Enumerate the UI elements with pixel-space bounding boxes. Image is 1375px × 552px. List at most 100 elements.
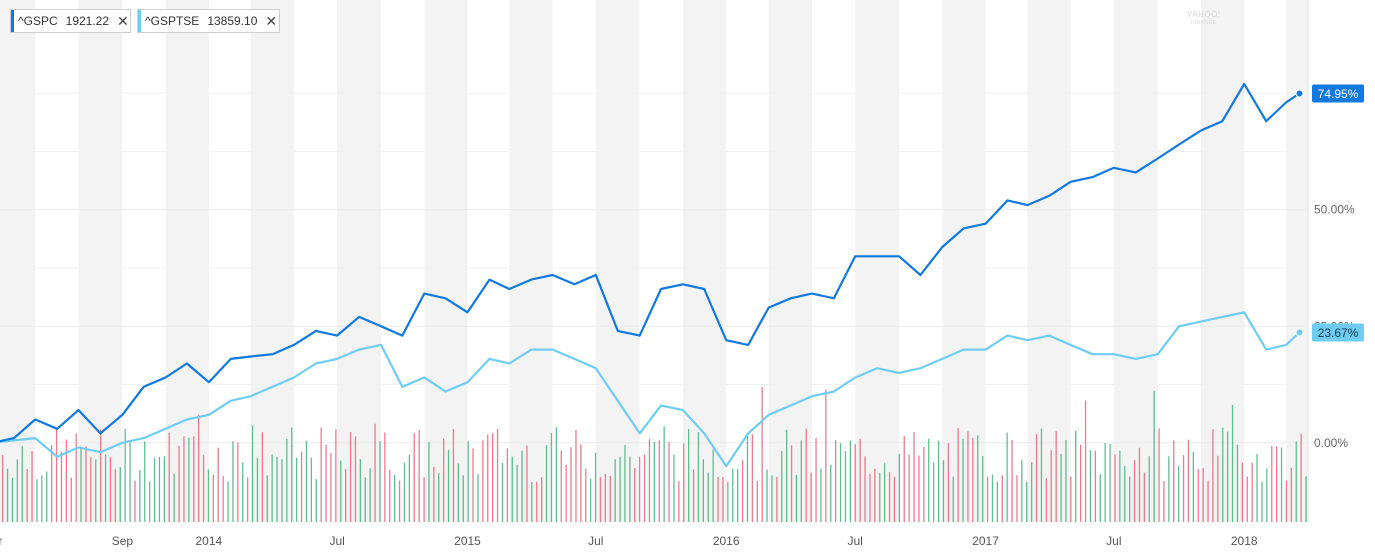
volume-bar-up (271, 454, 273, 522)
volume-bar-down (722, 477, 724, 522)
volume-bar-up (942, 460, 945, 522)
volume-bars (2, 387, 1307, 522)
volume-bar-down (2, 455, 4, 522)
volume-bar-up (879, 472, 881, 522)
volume-bar-down (1207, 480, 1209, 522)
volume-bar-down (345, 469, 347, 522)
volume-bar-down (565, 464, 567, 522)
volume-bar-down (536, 481, 538, 522)
series-end-labels: 23.67% 74.95% (1312, 84, 1364, 342)
volume-bar-up (1295, 441, 1297, 522)
volume-bar-up (232, 441, 234, 522)
volume-bar-down (923, 446, 925, 522)
volume-bar-up (702, 459, 704, 522)
volume-bar-down (433, 466, 435, 522)
volume-bar-up (555, 427, 557, 522)
volume-bar-up (516, 465, 518, 522)
volume-bar-down (492, 433, 494, 522)
shaded-band (768, 0, 812, 522)
x-tick-label: 2017 (972, 534, 999, 548)
volume-bar-up (315, 479, 317, 522)
volume-bar-down (1182, 455, 1185, 522)
volume-bar-down (487, 434, 489, 522)
x-tick-label: Jul (847, 534, 862, 548)
volume-bar-up (977, 435, 979, 522)
volume-bar-down (1290, 467, 1292, 522)
series-end-point (1295, 89, 1304, 98)
volume-bar-down (109, 457, 112, 522)
volume-bar-up (1178, 466, 1180, 522)
volume-bar-down (1035, 433, 1038, 522)
volume-bar-up (251, 425, 254, 522)
volume-bar-down (1300, 433, 1302, 522)
volume-bar-up (1305, 476, 1307, 522)
volume-bar-down (1158, 428, 1160, 522)
volume-bar-up (550, 432, 553, 522)
volume-bar-up (46, 471, 48, 522)
volume-bar-up (712, 449, 714, 522)
volume-bar-down (1271, 445, 1273, 522)
volume-bar-up (1060, 453, 1062, 522)
series-lines (0, 82, 1304, 468)
volume-bar-down (560, 450, 562, 522)
close-icon[interactable]: ✕ (117, 12, 129, 29)
volume-bar-up (1261, 481, 1263, 522)
volume-bar-up (1280, 447, 1283, 522)
volume-bar-down (835, 440, 837, 522)
volume-bar-up (296, 457, 298, 522)
volume-bar-up (707, 472, 709, 522)
volume-bar-down (31, 451, 33, 522)
volume-bar-down (237, 442, 239, 522)
volume-bar-down (967, 431, 969, 522)
volume-bar-up (521, 450, 523, 522)
x-tick-label: Jul (329, 534, 344, 548)
legend-chip-gspc[interactable]: ^GSPC 1921.22 ✕ (10, 9, 131, 33)
volume-bar-up (276, 456, 278, 522)
volume-bar-up (340, 460, 342, 522)
volume-bar-down (756, 481, 758, 522)
volume-bar-up (291, 427, 293, 522)
volume-bar-up (36, 479, 38, 522)
volume-bar-up (41, 475, 43, 522)
volume-bar-down (1197, 469, 1199, 522)
volume-bar-down (418, 429, 420, 522)
y-tick-label: 50.00% (1314, 203, 1355, 217)
shaded-band (165, 0, 209, 522)
series-line-gsptse (0, 311, 1301, 468)
yahoo-finance-watermark: YAHOO! FINANCE (1187, 11, 1221, 27)
close-icon[interactable]: ✕ (265, 12, 278, 29)
volume-bar-down (864, 456, 866, 522)
volume-bar-up (501, 462, 504, 522)
volume-bar-up (844, 451, 847, 522)
shaded-band (942, 0, 986, 522)
volume-bar-up (830, 464, 832, 522)
volume-bar-down (1143, 472, 1145, 522)
volume-bar-up (1075, 430, 1077, 522)
volume-bar-down (1163, 481, 1165, 522)
volume-bar-down (575, 429, 577, 522)
legend-chip-gsptse[interactable]: ^GSPTSE 13859.10 ✕ (137, 9, 280, 33)
volume-bar-down (482, 440, 484, 522)
volume-bar-up (1256, 453, 1258, 522)
volume-bar-down (335, 429, 337, 522)
shaded-band (1113, 0, 1158, 522)
volume-bar-down (212, 474, 214, 522)
volume-bar-down (452, 429, 455, 522)
volume-bar-up (1129, 476, 1131, 522)
volume-bar-down (374, 423, 376, 522)
volume-bar-up (771, 475, 773, 522)
volume-bar-down (55, 427, 58, 522)
volume-bar-up (1089, 450, 1092, 522)
volume-bar-down (585, 468, 587, 522)
volume-bar-up (462, 475, 464, 522)
volume-bar-down (658, 440, 660, 522)
x-tick-label: 2015 (454, 534, 481, 548)
x-tick-label: 2016 (713, 534, 740, 548)
volume-bar-up (305, 440, 308, 522)
volume-bar-down (423, 477, 425, 522)
volume-bar-up (1099, 474, 1101, 522)
volume-bar-down (947, 443, 949, 522)
volume-bar-up (839, 443, 842, 522)
volume-bar-down (1276, 446, 1278, 522)
volume-bar-down (247, 477, 249, 522)
